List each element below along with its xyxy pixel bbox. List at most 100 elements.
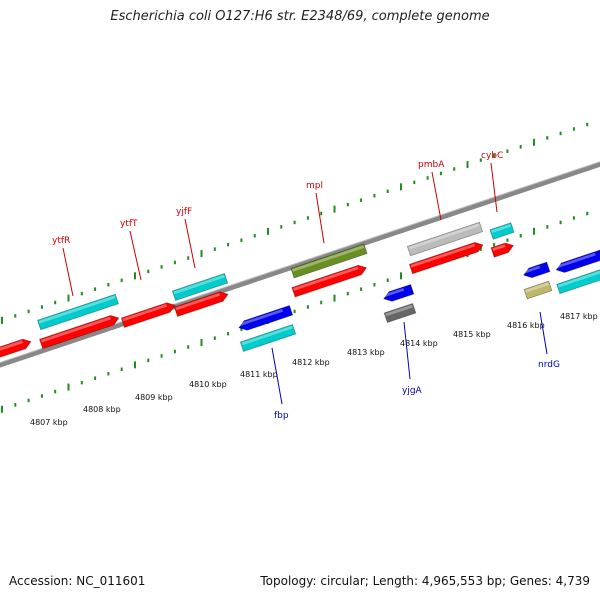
ruler-label: 4815 kbp — [453, 330, 491, 339]
feature-body — [555, 248, 600, 273]
upper-tick-row — [1, 122, 589, 324]
accession-text: Accession: NC_011601 — [9, 574, 146, 588]
feature-shine — [385, 304, 413, 317]
feature-shine — [492, 244, 506, 251]
cds-box — [523, 280, 553, 300]
gene-arrow — [408, 242, 484, 275]
cds-box — [290, 243, 368, 279]
ruler-label: 4812 kbp — [292, 358, 330, 367]
gene-label: ytfT — [120, 219, 142, 281]
gene-label-text: mpl — [306, 181, 323, 191]
gene-label-text: fbp — [274, 411, 289, 421]
ruler-label: 4810 kbp — [189, 380, 227, 389]
ruler-label: 4811 kbp — [240, 370, 278, 379]
gene-label: yjgA — [402, 321, 423, 396]
gene-label-text: yjgA — [402, 386, 423, 396]
cds-box — [171, 273, 229, 301]
gene-label-text: yjfF — [176, 207, 192, 217]
feature-body — [120, 302, 176, 328]
feature-shine — [408, 223, 480, 250]
feature-body — [0, 338, 32, 360]
leader-line — [184, 218, 196, 269]
leader-line — [62, 247, 74, 297]
feature-shine — [122, 304, 168, 322]
feature-shine — [238, 309, 284, 327]
gene-arrow — [555, 248, 600, 273]
feature-body — [383, 302, 417, 324]
feature-body — [383, 283, 415, 302]
cds-box — [406, 221, 484, 257]
gene-arrow — [490, 242, 515, 258]
label-layer: 4807 kbp 4808 kbp 4809 kbp 4810 kbp 4811 kbp… — [30, 151, 598, 427]
ruler-label: 4808 kbp — [83, 405, 121, 414]
gene-arrow — [523, 261, 551, 279]
feature-body — [406, 221, 484, 257]
ruler-label: 4814 kbp — [400, 339, 438, 348]
feature-shine — [241, 325, 293, 346]
leader-line — [431, 171, 442, 221]
gene-arrow — [120, 302, 176, 328]
feature-body — [408, 242, 484, 275]
feature-shine — [38, 295, 116, 324]
cds-box — [383, 302, 417, 324]
tick-layer — [1, 122, 589, 413]
ruler-label: 4807 kbp — [30, 418, 68, 427]
gene-arrow — [0, 338, 32, 360]
leader-line — [271, 347, 283, 405]
feature-shine — [0, 340, 23, 353]
leader-line — [490, 162, 498, 213]
gene-label: yjfF — [176, 207, 196, 269]
cds-box — [239, 324, 297, 352]
feature-layer — [0, 221, 600, 360]
feature-body — [523, 280, 553, 300]
feature-body — [523, 261, 551, 279]
gene-arrow — [291, 264, 368, 298]
feature-shine — [410, 243, 476, 268]
genome-title: Escherichia coli O127:H6 str. E2348/69, … — [110, 9, 490, 24]
feature-shine — [293, 266, 359, 291]
gene-label: mpl — [306, 181, 325, 244]
feature-shine — [40, 316, 111, 343]
cds-box — [489, 222, 515, 240]
feature-body — [171, 273, 229, 301]
feature-body — [489, 222, 515, 240]
feature-shine — [383, 287, 405, 298]
feature-shine — [292, 245, 365, 272]
feature-body — [39, 315, 120, 350]
gene-label: cybC — [481, 151, 503, 213]
gene-label: ytfR — [52, 236, 74, 297]
gene-label-text: cybC — [481, 151, 503, 161]
feature-body — [490, 242, 515, 258]
gene-label: fbp — [271, 347, 289, 421]
gene-label-text: ytfT — [120, 219, 138, 229]
gene-label: pmbA — [418, 160, 445, 221]
ruler-label: 4813 kbp — [347, 348, 385, 357]
leader-line — [539, 311, 548, 355]
feature-shine — [175, 293, 221, 311]
gene-label-text: ytfR — [52, 236, 70, 246]
ruler-label: 4817 kbp — [560, 312, 598, 321]
cds-box — [556, 267, 600, 295]
gene-label: nrdG — [538, 311, 560, 370]
backbone-line — [0, 161, 600, 368]
feature-body — [173, 291, 229, 317]
feature-body — [37, 293, 119, 331]
ruler-label: 4809 kbp — [135, 393, 173, 402]
feature-body — [290, 243, 368, 279]
feature-shine — [173, 274, 225, 295]
feature-shine — [557, 269, 600, 288]
feature-body — [239, 324, 297, 352]
ruler-label: 4816 kbp — [507, 321, 545, 330]
cds-box — [37, 293, 119, 331]
feature-shine — [523, 265, 541, 274]
lower-tick-row — [1, 211, 589, 413]
gene-arrow — [238, 305, 294, 331]
gene-arrow — [383, 283, 415, 302]
feature-body — [291, 264, 368, 298]
genome-summary-text: Topology: circular; Length: 4,965,553 bp… — [260, 574, 590, 588]
feature-shine — [491, 224, 512, 233]
gene-arrow — [39, 315, 120, 350]
feature-body — [238, 305, 294, 331]
